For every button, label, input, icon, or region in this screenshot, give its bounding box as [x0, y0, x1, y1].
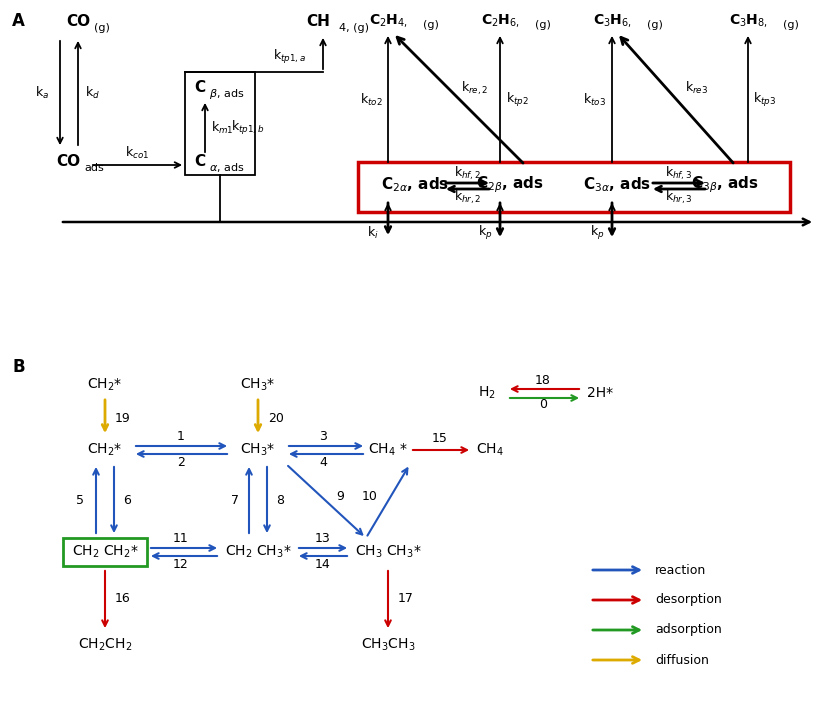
Text: CH$_2$CH$_2$: CH$_2$CH$_2$: [78, 636, 132, 653]
Text: 8: 8: [276, 494, 284, 508]
Text: CH$_3$CH$_3$: CH$_3$CH$_3$: [361, 636, 415, 653]
Text: k$_{hf,3}$: k$_{hf,3}$: [666, 164, 693, 182]
Text: CH$_2$ CH$_3$*: CH$_2$ CH$_3$*: [225, 544, 291, 560]
Text: CH$_4$ *: CH$_4$ *: [368, 442, 408, 458]
Text: k$_i$: k$_i$: [367, 225, 379, 241]
Text: k$_{tp1,a}$: k$_{tp1,a}$: [274, 48, 307, 66]
Text: C: C: [194, 81, 206, 96]
Text: desorption: desorption: [655, 593, 722, 607]
Text: 18: 18: [535, 375, 551, 387]
Text: k$_{tp1,b}$: k$_{tp1,b}$: [232, 119, 265, 137]
Text: k$_a$: k$_a$: [35, 85, 49, 101]
Text: k$_{m1}$: k$_{m1}$: [211, 120, 233, 136]
Text: C$_2$H$_{6,}$: C$_2$H$_{6,}$: [480, 11, 519, 28]
Text: C$_{3\beta}$, ads: C$_{3\beta}$, ads: [691, 175, 759, 195]
Text: diffusion: diffusion: [655, 653, 709, 666]
Text: (g): (g): [423, 20, 439, 30]
Text: 9: 9: [336, 491, 344, 503]
Text: 15: 15: [432, 431, 448, 445]
Text: CH: CH: [306, 14, 330, 30]
Text: C: C: [194, 154, 206, 169]
Text: k$_p$: k$_p$: [590, 224, 605, 242]
Text: k$_{hf,2}$: k$_{hf,2}$: [455, 164, 481, 182]
Text: CH$_3$*: CH$_3$*: [241, 377, 275, 393]
Text: k$_{hr,3}$: k$_{hr,3}$: [665, 188, 693, 206]
Text: 6: 6: [123, 494, 131, 508]
Text: 13: 13: [315, 532, 331, 545]
Text: CH$_4$: CH$_4$: [476, 442, 504, 458]
Text: (g): (g): [94, 23, 110, 33]
Text: ads: ads: [84, 163, 103, 173]
Text: 7: 7: [231, 494, 239, 508]
Text: C$_{2\beta}$, ads: C$_{2\beta}$, ads: [476, 175, 544, 195]
Text: k$_{re3}$: k$_{re3}$: [686, 80, 709, 96]
Text: k$_{tp2}$: k$_{tp2}$: [505, 91, 528, 109]
Text: k$_{to3}$: k$_{to3}$: [584, 92, 606, 108]
Text: k$_{to2}$: k$_{to2}$: [360, 92, 382, 108]
Text: CH$_3$*: CH$_3$*: [241, 442, 275, 458]
Bar: [358, 162, 790, 212]
Text: 2H*: 2H*: [587, 386, 613, 400]
Text: 4, (g): 4, (g): [339, 23, 369, 33]
Text: 12: 12: [173, 559, 189, 571]
Text: 10: 10: [362, 491, 378, 503]
Text: C$_{3\alpha}$, ads: C$_{3\alpha}$, ads: [583, 176, 651, 195]
Text: CH$_2$*: CH$_2$*: [88, 377, 122, 393]
Text: k$_{tp3}$: k$_{tp3}$: [753, 91, 777, 109]
Text: 4: 4: [319, 457, 327, 469]
Text: (g): (g): [647, 20, 663, 30]
Text: CO: CO: [66, 14, 90, 30]
Text: 5: 5: [76, 494, 84, 508]
Text: (g): (g): [535, 20, 551, 30]
Text: H$_2$: H$_2$: [478, 385, 496, 401]
Text: CH$_2$*: CH$_2$*: [88, 442, 122, 458]
Text: 20: 20: [268, 411, 284, 425]
Text: C$_3$H$_{6,}$: C$_3$H$_{6,}$: [592, 11, 632, 28]
Text: $\alpha$, ads: $\alpha$, ads: [209, 161, 245, 174]
Text: B: B: [12, 358, 25, 376]
Text: C$_3$H$_{8,}$: C$_3$H$_{8,}$: [729, 11, 767, 28]
Text: k$_p$: k$_p$: [478, 224, 492, 242]
Text: CH$_3$ CH$_3$*: CH$_3$ CH$_3$*: [355, 544, 421, 560]
Text: 16: 16: [115, 593, 131, 605]
Text: (g): (g): [783, 20, 799, 30]
Text: A: A: [12, 12, 25, 30]
Text: 14: 14: [315, 559, 331, 571]
Text: 2: 2: [177, 457, 185, 469]
Text: C$_{2\alpha}$, ads: C$_{2\alpha}$, ads: [381, 176, 449, 195]
Text: k$_{co1}$: k$_{co1}$: [125, 145, 149, 161]
Text: 17: 17: [398, 593, 414, 605]
Text: CO: CO: [56, 154, 80, 169]
Text: 19: 19: [115, 411, 131, 425]
Text: adsorption: adsorption: [655, 624, 722, 636]
Text: k$_{hr,2}$: k$_{hr,2}$: [454, 188, 482, 206]
Text: 11: 11: [173, 532, 189, 545]
Text: 3: 3: [319, 430, 327, 443]
Text: k$_{re,2}$: k$_{re,2}$: [461, 79, 489, 97]
Text: 1: 1: [177, 430, 185, 443]
Text: k$_d$: k$_d$: [84, 85, 99, 101]
Text: 0: 0: [539, 399, 547, 411]
Text: CH$_2$ CH$_2$*: CH$_2$ CH$_2$*: [72, 544, 138, 560]
Text: $\beta$, ads: $\beta$, ads: [209, 87, 244, 101]
Bar: [63, 538, 147, 566]
Text: C$_2$H$_{4,}$: C$_2$H$_{4,}$: [369, 11, 408, 28]
Text: reaction: reaction: [655, 564, 706, 576]
Bar: [185, 72, 255, 175]
